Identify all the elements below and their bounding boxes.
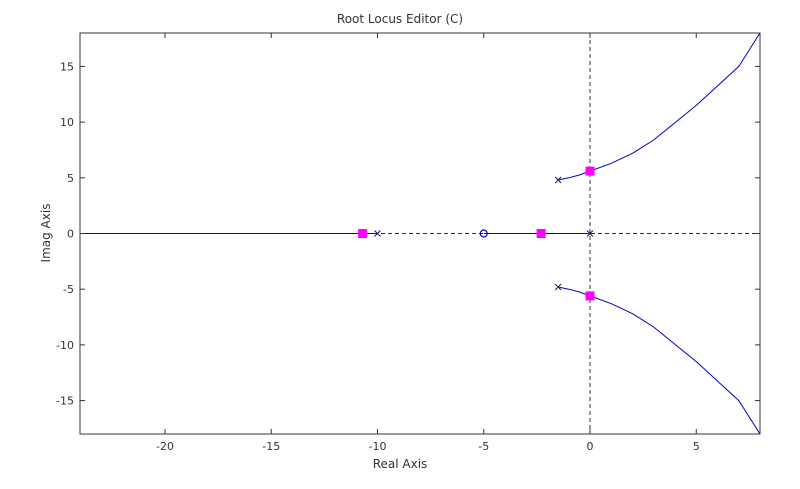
locus-branch-4[interactable] (557, 286, 760, 434)
open-loop-pole-3[interactable] (554, 176, 562, 184)
y-tick-label: 10 (60, 116, 74, 129)
y-axis-label: Imag Axis (39, 203, 53, 263)
chart-title: Root Locus Editor (C) (336, 12, 464, 26)
x-tick-label: 5 (693, 440, 700, 453)
x-tick-label: -5 (478, 440, 489, 453)
open-loop-zero-1[interactable] (479, 229, 488, 238)
locus-branch-3[interactable] (557, 33, 760, 181)
y-tick-label: 0 (67, 228, 74, 241)
open-loop-pole-4[interactable] (554, 283, 562, 291)
closed-loop-pole-3[interactable] (585, 166, 595, 176)
y-tick-label: -15 (56, 395, 74, 408)
x-tick-label: -15 (262, 440, 280, 453)
x-tick-label: 0 (587, 440, 594, 453)
open-loop-pole-2[interactable] (586, 230, 594, 237)
x-tick-label: -10 (369, 440, 387, 453)
y-tick-label: -10 (56, 339, 74, 352)
y-tick-label: 15 (60, 60, 74, 73)
closed-loop-pole-4[interactable] (585, 291, 595, 301)
closed-loop-pole-1[interactable] (358, 229, 368, 238)
open-loop-pole-1[interactable] (374, 230, 381, 237)
y-tick-label: -5 (63, 283, 74, 296)
x-axis-label: Real Axis (372, 457, 428, 471)
closed-loop-pole-2[interactable] (536, 229, 546, 238)
y-tick-label: 5 (67, 172, 74, 185)
x-tick-label: -20 (156, 440, 174, 453)
